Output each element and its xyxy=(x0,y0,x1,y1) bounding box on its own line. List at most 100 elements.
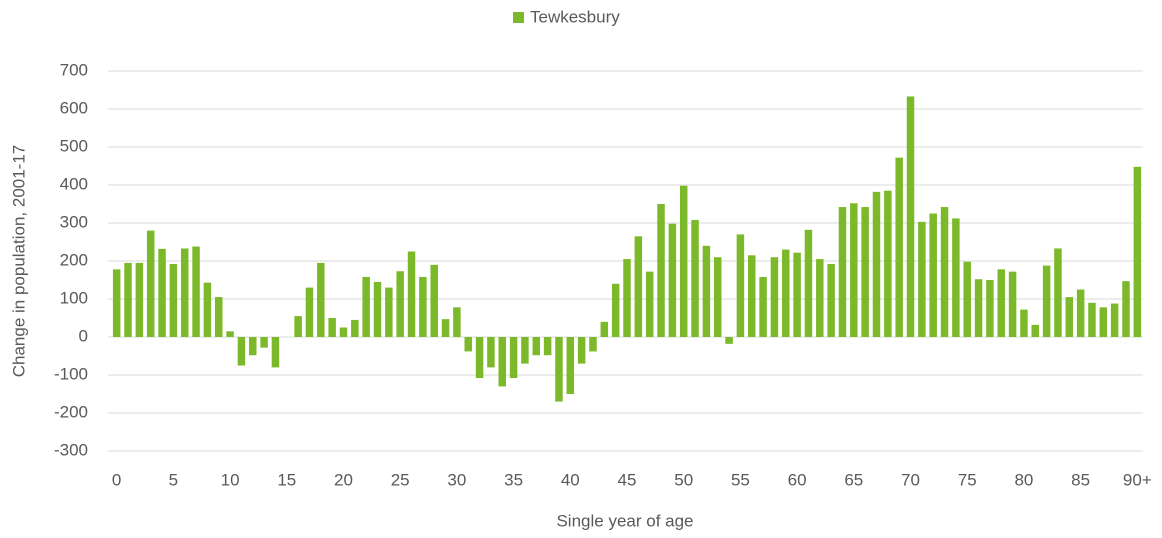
x-tick-label: 15 xyxy=(277,470,296,489)
bar xyxy=(929,213,937,337)
y-tick-label: 400 xyxy=(60,174,88,193)
x-tick-label: 60 xyxy=(788,470,807,489)
bar xyxy=(906,96,915,338)
bar xyxy=(441,319,450,337)
x-tick-label: 5 xyxy=(169,470,178,489)
bar xyxy=(135,262,144,337)
bar xyxy=(317,262,325,337)
bar xyxy=(373,281,382,337)
bar xyxy=(260,337,268,348)
bar xyxy=(430,264,438,337)
bar xyxy=(974,279,983,337)
bar xyxy=(1054,248,1062,337)
bar xyxy=(645,271,654,337)
bar xyxy=(237,337,246,366)
bar xyxy=(748,255,756,337)
bar xyxy=(532,337,541,356)
bar xyxy=(657,204,665,337)
bar xyxy=(872,191,881,337)
bar xyxy=(997,269,1005,337)
bar xyxy=(611,283,620,337)
x-tick-label: 70 xyxy=(901,470,920,489)
bar xyxy=(838,207,847,337)
bar xyxy=(736,234,745,337)
bar xyxy=(1099,307,1108,337)
bar xyxy=(1008,271,1017,337)
y-tick-label: -200 xyxy=(54,402,88,421)
bar xyxy=(396,271,404,337)
x-tick-label: 40 xyxy=(561,470,580,489)
y-tick-label: -100 xyxy=(54,364,88,383)
bar xyxy=(816,259,824,337)
x-tick-label: 50 xyxy=(674,470,693,489)
bar xyxy=(600,321,609,337)
bar xyxy=(1031,324,1040,337)
bar xyxy=(464,337,472,352)
bar xyxy=(884,190,892,337)
bar xyxy=(940,207,949,337)
x-tick-label: 45 xyxy=(618,470,637,489)
bar xyxy=(634,236,643,337)
bar xyxy=(328,318,336,337)
bar xyxy=(271,337,280,368)
x-tick-label: 80 xyxy=(1014,470,1033,489)
bar xyxy=(850,203,858,337)
bar xyxy=(770,257,779,337)
bar xyxy=(1088,302,1096,337)
bar xyxy=(804,229,813,337)
bar xyxy=(623,259,631,337)
bar xyxy=(169,264,178,337)
bar xyxy=(963,261,971,337)
bar xyxy=(249,337,257,356)
bar xyxy=(453,307,461,337)
bar xyxy=(192,246,200,337)
x-tick-label: 30 xyxy=(447,470,466,489)
bar xyxy=(419,276,427,337)
bar xyxy=(1020,309,1028,337)
x-tick-label: 55 xyxy=(731,470,750,489)
bar xyxy=(294,316,302,337)
bar xyxy=(952,218,960,337)
y-tick-label: -300 xyxy=(54,440,88,459)
bar xyxy=(793,252,801,337)
y-tick-label: 200 xyxy=(60,250,88,269)
y-axis-label: Change in population, 2001-17 xyxy=(9,145,28,378)
x-tick-label: 65 xyxy=(844,470,863,489)
bar xyxy=(1065,297,1074,337)
bar xyxy=(475,337,484,379)
bar xyxy=(861,207,869,337)
bar xyxy=(226,331,234,337)
bar xyxy=(509,337,518,379)
bar xyxy=(725,337,733,344)
y-tick-label: 700 xyxy=(60,60,88,79)
x-tick-label: 0 xyxy=(112,470,121,489)
bar xyxy=(112,269,121,337)
legend-swatch xyxy=(513,12,524,23)
bar xyxy=(702,245,711,337)
y-tick-label: 100 xyxy=(60,288,88,307)
bar xyxy=(679,185,688,337)
bar xyxy=(203,282,212,337)
bar xyxy=(124,262,132,337)
bar xyxy=(1076,289,1085,337)
bar xyxy=(759,276,767,337)
bar xyxy=(305,287,314,337)
bar xyxy=(498,337,506,387)
bar xyxy=(918,221,926,337)
bar xyxy=(543,337,552,356)
x-tick-label: 90+ xyxy=(1123,470,1152,489)
bar xyxy=(1042,265,1051,337)
bar xyxy=(1122,281,1130,337)
y-tick-label: 600 xyxy=(60,98,88,117)
x-tick-label: 75 xyxy=(958,470,977,489)
y-tick-label: 500 xyxy=(60,136,88,155)
y-tick-label: 0 xyxy=(79,326,88,345)
bar xyxy=(521,337,529,364)
x-tick-label: 85 xyxy=(1071,470,1090,489)
bar xyxy=(487,337,495,368)
bar xyxy=(180,248,189,337)
bar xyxy=(782,249,790,337)
bar xyxy=(351,319,359,337)
y-tick-label: 300 xyxy=(60,212,88,231)
